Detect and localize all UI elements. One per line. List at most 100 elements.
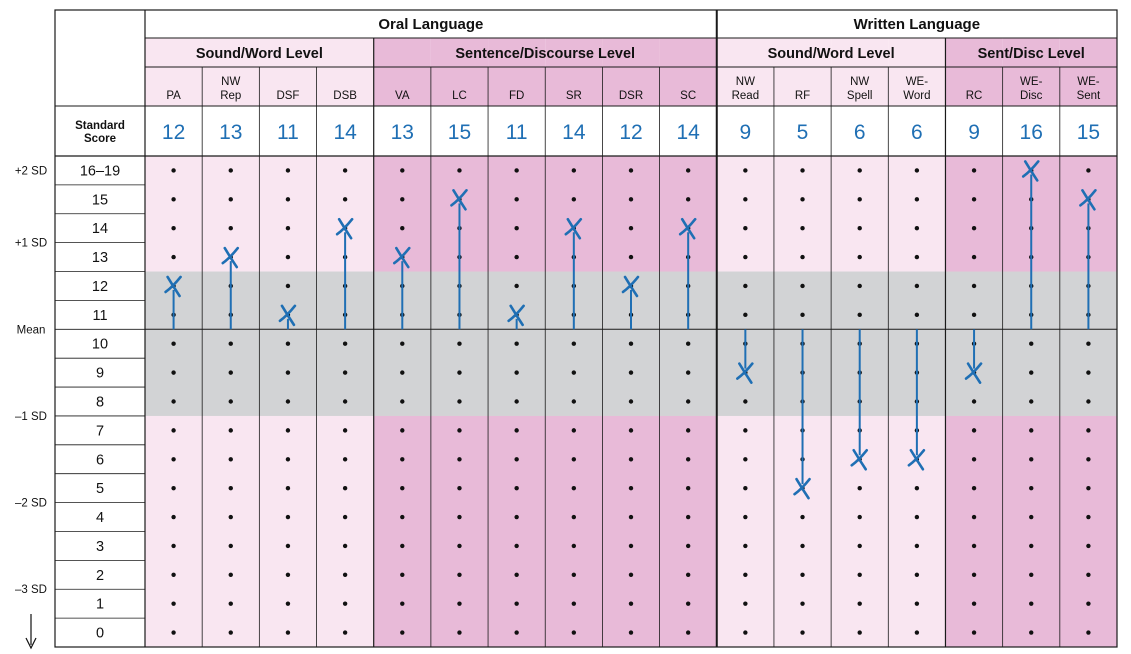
score-value: 14 bbox=[676, 121, 700, 144]
column-label: WE- bbox=[1077, 76, 1100, 88]
column-label: Word bbox=[903, 90, 930, 102]
score-dot bbox=[457, 168, 462, 173]
score-dot bbox=[1086, 168, 1091, 173]
score-value: 11 bbox=[506, 121, 528, 144]
score-dot bbox=[628, 572, 634, 577]
score-dot bbox=[400, 485, 405, 491]
score-mark bbox=[1021, 160, 1040, 182]
score-dot bbox=[171, 226, 176, 231]
group-header: Written Language bbox=[854, 16, 980, 33]
subgroup-header: Sound/Word Level bbox=[768, 46, 895, 62]
score-dot bbox=[685, 601, 691, 606]
row-label: 8 bbox=[96, 395, 104, 411]
score-dot bbox=[800, 312, 805, 318]
score-value: 12 bbox=[619, 121, 642, 144]
score-dot bbox=[400, 514, 405, 520]
score-dot bbox=[1029, 630, 1034, 635]
score-dot bbox=[1029, 428, 1034, 433]
score-dot bbox=[400, 341, 405, 346]
score-dot bbox=[1029, 399, 1034, 404]
row-label: 3 bbox=[96, 539, 104, 555]
score-mark bbox=[1079, 189, 1097, 211]
score-dot bbox=[685, 168, 691, 173]
score-dot bbox=[628, 514, 634, 520]
score-dot bbox=[171, 254, 176, 260]
score-dot bbox=[571, 428, 577, 433]
score-dot bbox=[857, 543, 862, 549]
score-dot bbox=[285, 572, 291, 577]
score-dot bbox=[685, 572, 691, 577]
score-dot bbox=[571, 457, 577, 462]
score-dot bbox=[514, 399, 519, 404]
row-label: 15 bbox=[92, 192, 108, 208]
score-dot bbox=[228, 630, 233, 635]
score-mark bbox=[507, 304, 525, 327]
score-mark bbox=[907, 448, 926, 471]
score-dot bbox=[571, 168, 577, 173]
score-dot bbox=[743, 601, 748, 606]
score-dot bbox=[342, 485, 348, 491]
score-dot bbox=[228, 457, 233, 462]
score-dot bbox=[285, 254, 291, 260]
score-dot bbox=[628, 543, 634, 549]
score-dot bbox=[514, 428, 519, 433]
score-dot bbox=[571, 630, 577, 635]
score-dot bbox=[628, 630, 634, 635]
score-mark bbox=[450, 189, 468, 211]
score-dot bbox=[800, 601, 805, 606]
score-dot bbox=[285, 543, 291, 549]
table-frame bbox=[54, 9, 1118, 648]
score-dot bbox=[342, 514, 348, 520]
score-dot bbox=[857, 168, 862, 173]
score-dot bbox=[743, 283, 748, 289]
score-dot bbox=[685, 370, 691, 375]
row-label: 13 bbox=[92, 250, 108, 266]
score-dot bbox=[342, 572, 348, 577]
score-dot bbox=[1029, 572, 1034, 577]
group-header-bg bbox=[145, 10, 1117, 38]
score-dot bbox=[971, 572, 977, 577]
score-dot bbox=[285, 485, 291, 491]
score-dot bbox=[800, 630, 805, 635]
score-dot bbox=[1029, 370, 1034, 375]
score-dot bbox=[171, 630, 176, 635]
score-value: 13 bbox=[219, 121, 242, 144]
column-label: RC bbox=[966, 90, 983, 102]
score-dot bbox=[743, 226, 748, 231]
score-dot bbox=[171, 543, 176, 549]
score-dot bbox=[971, 254, 977, 260]
score-dot bbox=[514, 197, 519, 202]
score-dot bbox=[1029, 341, 1034, 346]
score-dot bbox=[857, 283, 862, 289]
score-dot bbox=[571, 601, 577, 606]
row-label: 11 bbox=[92, 308, 107, 324]
score-dot bbox=[800, 572, 805, 577]
score-mark bbox=[564, 217, 583, 240]
score-dot bbox=[800, 254, 805, 260]
score-dot bbox=[743, 197, 748, 202]
score-dot bbox=[342, 399, 348, 404]
score-value: 14 bbox=[562, 121, 586, 144]
score-dot bbox=[400, 601, 405, 606]
score-dot bbox=[228, 428, 233, 433]
score-dot bbox=[1086, 630, 1091, 635]
dot-layer bbox=[171, 168, 1091, 635]
column-label: NW bbox=[221, 76, 240, 88]
score-value: 12 bbox=[162, 121, 185, 144]
score-dot bbox=[571, 514, 577, 520]
score-dot bbox=[914, 514, 920, 520]
score-value: 13 bbox=[391, 121, 414, 144]
score-dot bbox=[171, 168, 176, 173]
score-dot bbox=[400, 457, 405, 462]
score-dot bbox=[1086, 399, 1091, 404]
score-dot bbox=[342, 630, 348, 635]
column-label: Spell bbox=[847, 90, 873, 102]
score-dot bbox=[685, 514, 691, 520]
score-dot bbox=[1086, 370, 1091, 375]
row-label: 4 bbox=[96, 510, 104, 526]
score-mark bbox=[221, 246, 240, 269]
score-dot bbox=[457, 485, 462, 491]
score-dot bbox=[914, 601, 920, 606]
score-dot bbox=[857, 514, 862, 520]
score-dot bbox=[171, 197, 176, 202]
